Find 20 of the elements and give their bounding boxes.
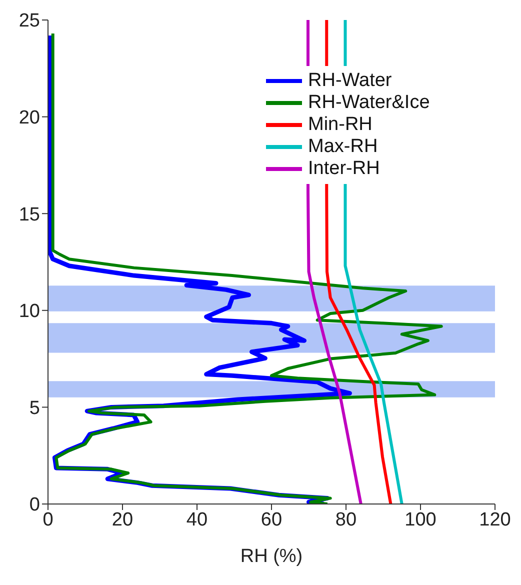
x-tick-label: 80 (335, 509, 357, 530)
line-series (51, 32, 443, 504)
legend-label: RH-Water&Ice (308, 92, 430, 114)
legend-label: Min-RH (308, 114, 372, 136)
y-tick-label: 25 (18, 10, 40, 32)
x-tick-label: 20 (112, 509, 134, 530)
y-tick-label: 15 (18, 204, 40, 226)
y-tick-label: 5 (29, 398, 40, 419)
x-tick-label: 60 (260, 509, 282, 530)
legend-label: Inter-RH (308, 158, 380, 180)
x-tick-label: 40 (186, 509, 208, 530)
x-axis-title: RH (%) (240, 546, 303, 567)
y-tick-label: 10 (18, 301, 40, 322)
y-tick-label: 0 (29, 494, 40, 516)
legend-label: Max-RH (308, 136, 378, 158)
x-tick-label: 120 (479, 509, 511, 530)
legend-label: RH-Water (308, 70, 392, 92)
y-tick-label: 20 (18, 108, 40, 129)
x-tick-label: 100 (404, 509, 436, 530)
x-tick-label: 0 (42, 509, 54, 530)
